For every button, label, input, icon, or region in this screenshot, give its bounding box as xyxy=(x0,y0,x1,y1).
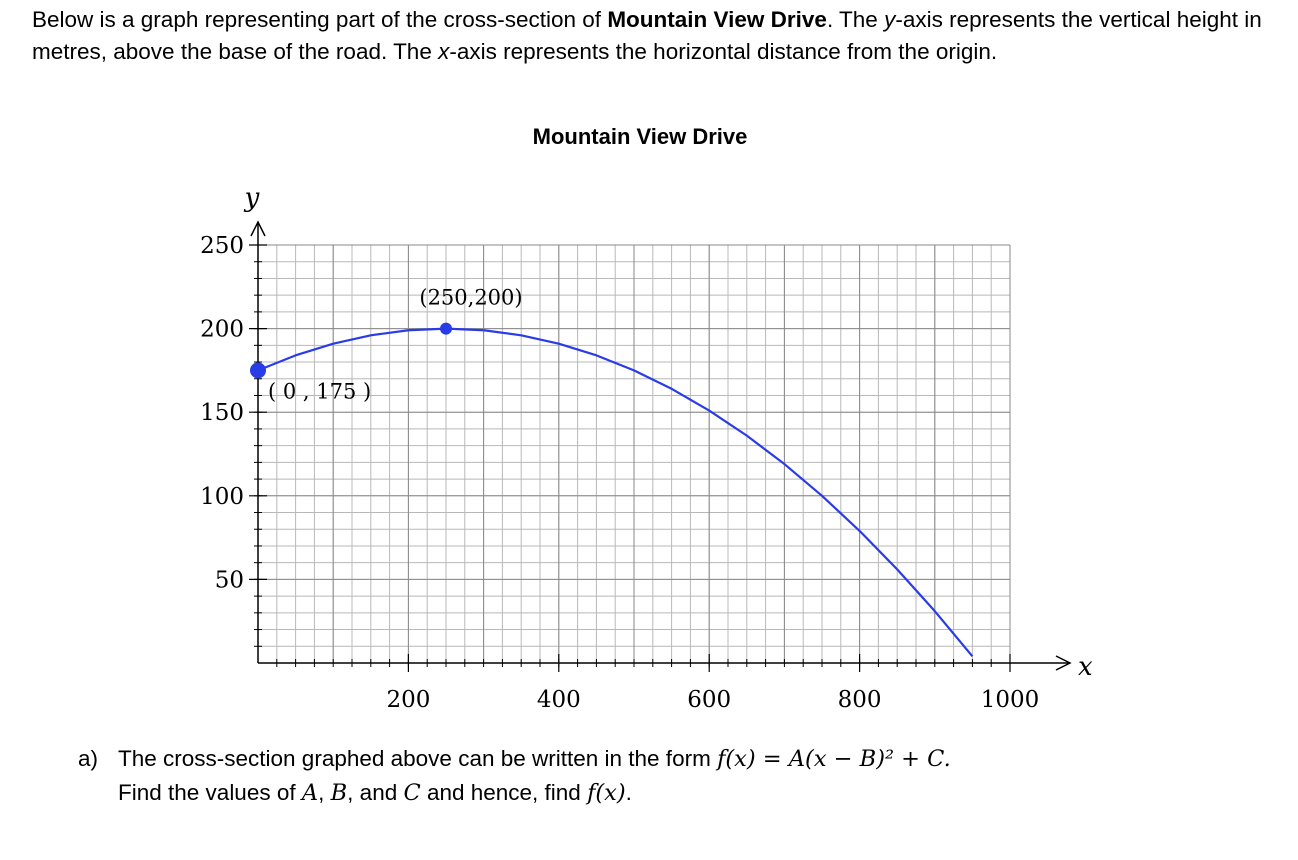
chart-title: Mountain View Drive xyxy=(532,124,748,149)
x-variable: x xyxy=(438,39,450,64)
period: . xyxy=(625,780,632,805)
var-b: B xyxy=(330,780,348,806)
x-axis-label: x xyxy=(1078,652,1093,682)
y-tick-label: 100 xyxy=(200,484,244,510)
intro-text: -axis represents the vertical height in … xyxy=(32,7,1262,64)
road-name: Mountain View Drive xyxy=(607,7,827,32)
x-tick-label: 200 xyxy=(386,687,430,713)
x-tick-label: 600 xyxy=(687,687,731,713)
intro-text: Below is a graph representing part of th… xyxy=(32,7,608,32)
y-tick-label: 200 xyxy=(200,317,244,343)
key-point xyxy=(250,362,266,379)
y-tick-label: 150 xyxy=(200,400,244,426)
question-text: The cross-section graphed above can be w… xyxy=(118,746,718,771)
x-tick-label: 400 xyxy=(537,687,581,713)
var-c: C xyxy=(403,780,421,806)
separator: , and xyxy=(347,780,404,805)
intro-text: -axis represents the horizontal distance… xyxy=(449,39,998,64)
key-point xyxy=(440,322,452,335)
x-tick-label: 800 xyxy=(838,687,882,713)
question-line-2: Find the values of A, B, and C and hence… xyxy=(118,776,951,810)
point-label: ( 0 , 175 ) xyxy=(268,379,371,403)
intro-text: . The xyxy=(826,7,885,32)
x-axis-arrow xyxy=(1055,655,1072,671)
y-axis-arrow xyxy=(250,220,266,237)
question-text: Find the values of xyxy=(118,780,302,805)
x-tick-label: 1000 xyxy=(981,687,1040,713)
point-label: (250,200) xyxy=(419,286,522,310)
y-tick-label: 250 xyxy=(200,233,244,259)
separator: , xyxy=(318,780,331,805)
intro-paragraph: Below is a graph representing part of th… xyxy=(32,4,1282,68)
function-fx: f(x) xyxy=(587,780,626,806)
y-axis-label: y xyxy=(244,183,260,213)
var-a: A xyxy=(301,780,319,806)
question-body: The cross-section graphed above can be w… xyxy=(118,742,951,810)
question-line-1: The cross-section graphed above can be w… xyxy=(118,742,951,776)
y-tick-label: 50 xyxy=(215,567,244,593)
y-variable: y xyxy=(884,7,896,32)
question-label: a) xyxy=(78,746,99,771)
question-a: a) The cross-section graphed above can b… xyxy=(78,742,951,810)
curve-line xyxy=(257,327,974,658)
question-text: and hence, find xyxy=(420,780,588,805)
function-form: f(x) = A(x − B)² + C. xyxy=(717,746,951,772)
